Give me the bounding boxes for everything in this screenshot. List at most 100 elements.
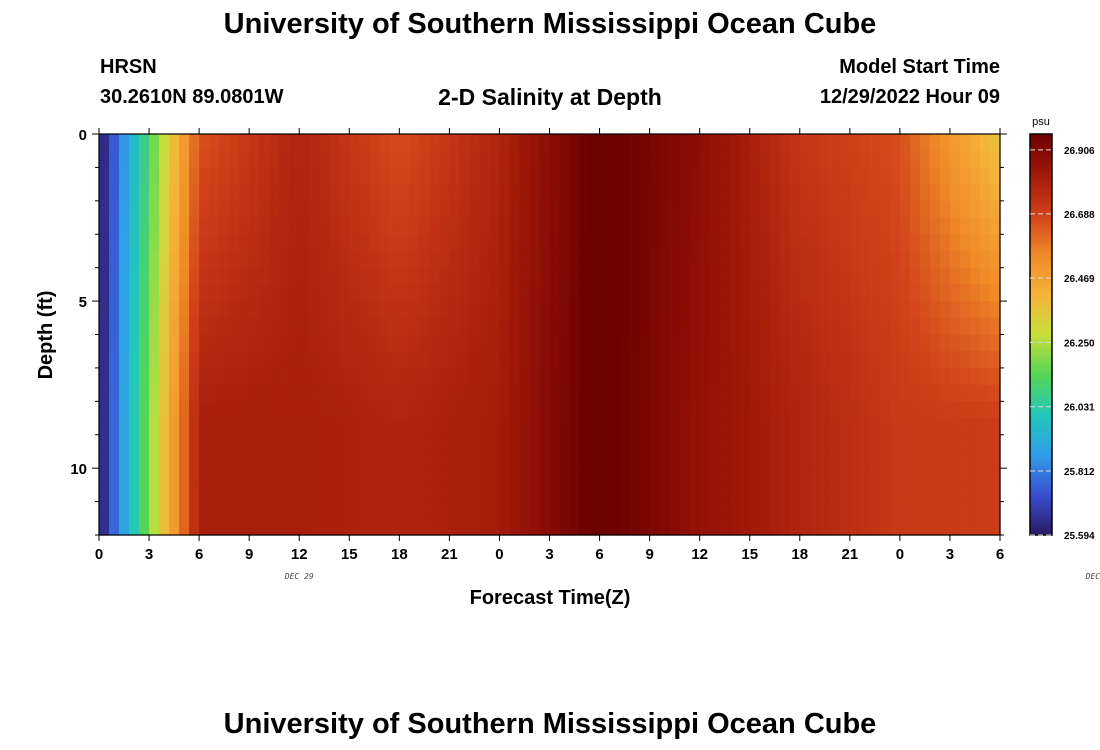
heatmap-cell (319, 200, 330, 219)
heatmap-cell (329, 334, 340, 352)
heatmap-cell (369, 150, 380, 169)
heatmap-cell (919, 284, 931, 302)
heatmap-cell (579, 501, 591, 519)
heatmap-cell (339, 150, 350, 169)
heatmap-cell (229, 484, 240, 503)
heatmap-cell (619, 418, 631, 436)
heatmap-cell (649, 334, 661, 352)
heatmap-cell (889, 301, 901, 319)
heatmap-cell (929, 167, 941, 185)
heatmap-cell (399, 518, 410, 536)
heatmap-cell (619, 501, 631, 519)
heatmap-cell (539, 167, 551, 185)
heatmap-cell (489, 401, 501, 419)
heatmap-cell (159, 250, 170, 269)
heatmap-cell (199, 468, 210, 486)
heatmap-cell (399, 284, 410, 302)
heatmap-cell (759, 501, 771, 519)
heatmap-cell (689, 301, 701, 319)
heatmap-cell (389, 468, 400, 486)
heatmap-cell (269, 434, 280, 453)
heatmap-cell (709, 167, 721, 185)
heatmap-cell (329, 267, 340, 285)
heatmap-cell (239, 134, 250, 152)
heatmap-cell (589, 200, 601, 219)
y-tick-label: 10 (70, 461, 87, 478)
heatmap-cell (269, 150, 280, 169)
heatmap-cell (879, 501, 891, 519)
heatmap-cell (399, 434, 410, 453)
heatmap-cell (249, 384, 260, 402)
heatmap-cell (189, 501, 200, 519)
heatmap-cell (579, 418, 591, 436)
heatmap-cell (799, 284, 811, 302)
heatmap-cell (599, 200, 611, 219)
heatmap-cell (959, 367, 971, 386)
heatmap-cell (949, 234, 961, 252)
heatmap-cell (729, 167, 741, 185)
heatmap-cell (879, 200, 891, 219)
heatmap-cell (909, 334, 921, 352)
heatmap-cell (119, 334, 130, 352)
heatmap-cell (539, 217, 551, 235)
heatmap-cell (939, 468, 951, 486)
heatmap-cell (599, 284, 611, 302)
heatmap-cell (459, 367, 471, 386)
heatmap-cell (679, 484, 691, 503)
heatmap-cell (99, 351, 110, 369)
heatmap-cell (749, 367, 761, 386)
heatmap-cell (819, 167, 831, 185)
heatmap-cell (319, 401, 330, 419)
heatmap-cell (729, 501, 741, 519)
heatmap-cell (519, 484, 531, 503)
heatmap-cell (609, 334, 621, 352)
heatmap-cell (599, 484, 611, 503)
heatmap-cell (309, 301, 320, 319)
heatmap-cell (269, 351, 280, 369)
heatmap-cell (459, 334, 471, 352)
heatmap-cell (629, 284, 641, 302)
heatmap-cell (229, 418, 240, 436)
heatmap-cell (559, 234, 571, 252)
heatmap-cell (919, 484, 931, 503)
x-tick-label: 15 (741, 546, 758, 563)
heatmap-cell (399, 150, 410, 169)
heatmap-cell (509, 334, 521, 352)
heatmap-cell (659, 418, 671, 436)
heatmap-cell (359, 334, 370, 352)
footer-title: University of Southern Mississippi Ocean… (223, 708, 877, 740)
heatmap-cell (899, 434, 911, 453)
heatmap-cell (349, 200, 360, 219)
heatmap-cell (479, 434, 491, 453)
heatmap-cell (249, 301, 260, 319)
colorbar-ticks: 26.90626.68826.46926.25026.03125.81225.5… (1030, 146, 1095, 542)
heatmap-cell (639, 250, 651, 269)
heatmap-cell (119, 267, 130, 285)
heatmap-cell (399, 334, 410, 352)
heatmap-cell (559, 334, 571, 352)
heatmap-cell (459, 501, 471, 519)
heatmap-cell (549, 284, 561, 302)
heatmap-cell (969, 501, 981, 519)
heatmap-cell (189, 267, 200, 285)
heatmap-cell (969, 267, 981, 285)
heatmap-cell (929, 334, 941, 352)
heatmap-cell (349, 451, 360, 469)
heatmap-cell (579, 367, 591, 386)
heatmap-cell (739, 267, 751, 285)
heatmap-cell (989, 200, 1001, 219)
heatmap-cell (259, 501, 270, 519)
heatmap-cell (109, 401, 120, 419)
heatmap-cell (199, 134, 210, 152)
heatmap-cell (249, 217, 260, 235)
heatmap-cell (179, 501, 190, 519)
heatmap-cell (619, 434, 631, 453)
heatmap-cell (799, 317, 811, 336)
heatmap-cell (409, 384, 420, 402)
heatmap-cell (969, 167, 981, 185)
heatmap-cell (899, 451, 911, 469)
heatmap-cell (279, 384, 290, 402)
heatmap-cell (139, 134, 150, 152)
heatmap-cell (789, 200, 801, 219)
